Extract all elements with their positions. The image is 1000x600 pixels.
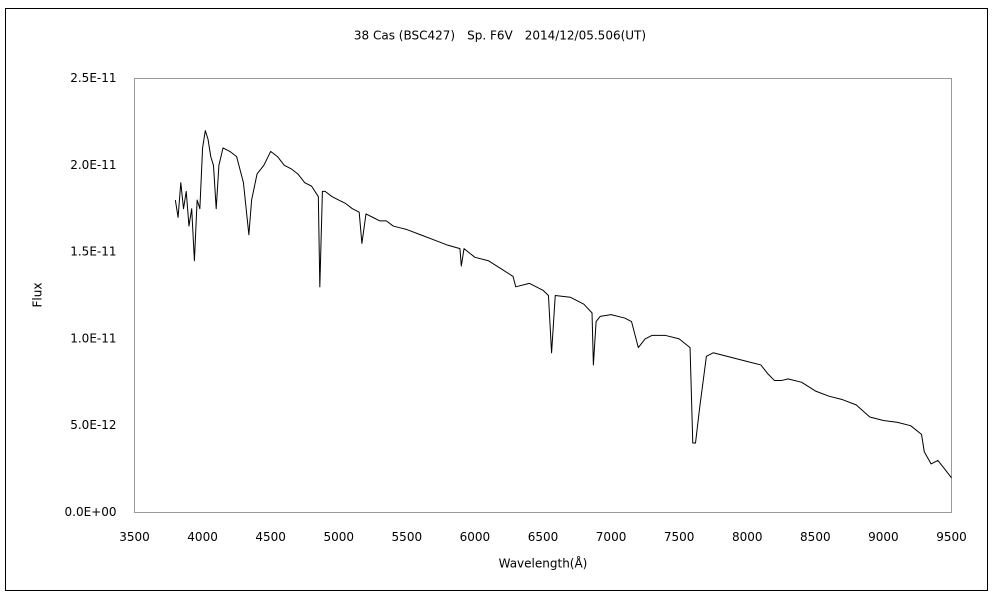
x-tick-label: 9500 bbox=[936, 530, 967, 544]
y-tick-label: 0.0E+00 bbox=[65, 505, 117, 519]
x-tick-label: 4000 bbox=[187, 530, 218, 544]
x-tick-label: 3500 bbox=[119, 530, 150, 544]
x-tick-label: 7000 bbox=[596, 530, 627, 544]
chart-frame bbox=[5, 8, 988, 591]
y-tick-label: 5.0E-12 bbox=[70, 418, 116, 432]
x-tick-label: 9000 bbox=[868, 530, 899, 544]
x-tick-label: 8000 bbox=[732, 530, 763, 544]
plot-area bbox=[134, 78, 952, 513]
x-tick-label: 6500 bbox=[528, 530, 559, 544]
y-tick-label: 1.0E-11 bbox=[70, 331, 116, 345]
x-tick-label: 8500 bbox=[800, 530, 831, 544]
y-tick-label: 2.0E-11 bbox=[70, 158, 116, 172]
x-tick-label: 7500 bbox=[664, 530, 695, 544]
x-tick-label: 6000 bbox=[460, 530, 491, 544]
chart-title: 38 Cas (BSC427) Sp. F6V 2014/12/05.506(U… bbox=[354, 29, 646, 43]
x-axis-label: Wavelength(Å) bbox=[499, 556, 588, 571]
y-tick-label: 2.5E-11 bbox=[70, 71, 116, 85]
x-tick-label: 5000 bbox=[323, 530, 354, 544]
x-tick-label: 4500 bbox=[255, 530, 286, 544]
spectrum-line bbox=[174, 130, 952, 479]
y-axis-label: Flux bbox=[31, 283, 45, 308]
x-tick-label: 5500 bbox=[392, 530, 423, 544]
y-tick-label: 1.5E-11 bbox=[70, 245, 116, 259]
